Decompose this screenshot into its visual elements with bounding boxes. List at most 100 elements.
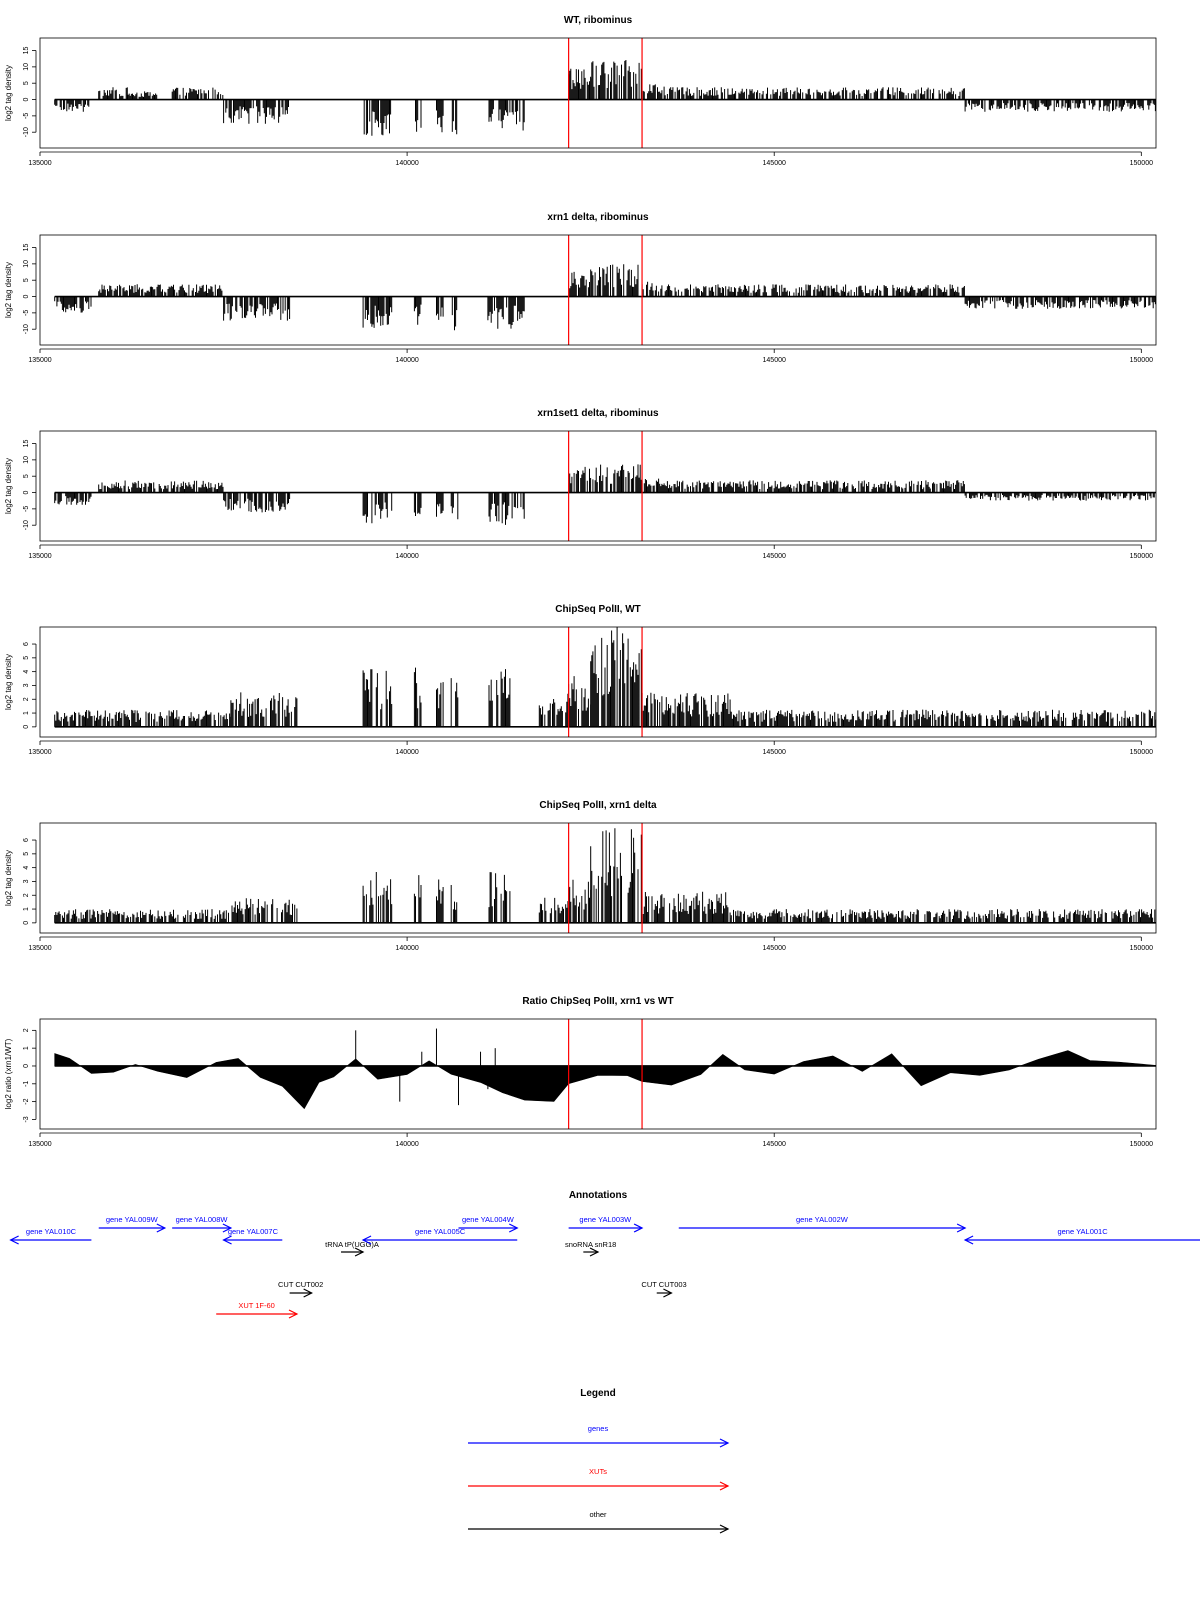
annotation-feature: gene YAL005C [361,1227,518,1245]
annotation-label: gene YAL005C [415,1227,466,1236]
x-tick-label: 140000 [395,945,418,952]
annotation-arrow-head [589,1247,600,1257]
annotation-feature: gene YAL001C [963,1227,1200,1245]
legend-arrow-head [719,1481,730,1491]
x-tick-label: 145000 [763,749,786,756]
x-tick-label: 135000 [28,749,51,756]
legend-item: genes [468,1424,730,1448]
legend-item: other [468,1510,730,1534]
plot-frame [39,37,1157,149]
annotation-arrow-head [222,1235,232,1245]
signal-bars [54,627,1156,727]
x-tick-label: 140000 [395,357,418,364]
plot-frame [39,822,1157,934]
annotation-arrow-head [361,1235,372,1245]
annotation-arrow-head [303,1288,313,1298]
x-tick-label: 150000 [1130,160,1153,167]
annotation-arrow-head [663,1288,673,1298]
y-axis-label: log2 tag density [4,654,13,710]
annotation-label: gene YAL001C [1057,1227,1108,1236]
legend-title: Legend [580,1388,616,1399]
annotation-arrow-head [354,1247,365,1257]
annotation-label: gene YAL008W [176,1215,229,1224]
x-tick-label: 140000 [395,1141,418,1148]
plot-area [54,60,1156,136]
y-tick-label: 0 [23,725,30,729]
x-tick-label: 135000 [28,357,51,364]
chart-panel: xrn1set1 delta, ribominus log2 tag densit… [4,408,1157,560]
ratio-area [54,1050,1156,1110]
y-tick-label: -2 [23,1098,30,1104]
plot-frame [39,430,1157,542]
y-tick-label: 4 [23,866,30,870]
y-tick-label: -5 [23,113,30,119]
y-tick-label: -3 [23,1116,30,1122]
y-tick-label: -10 [23,324,30,334]
plot-area [54,1028,1156,1110]
annotation-feature: snoRNA snR18 [565,1240,616,1257]
y-axis-label: log2 tag density [4,850,13,906]
y-tick-label: 2 [23,697,30,701]
y-tick-label: 6 [23,838,30,842]
x-tick-label: 135000 [28,160,51,167]
chart-title: WT, ribominus [564,15,633,26]
legend-label: genes [588,1424,609,1433]
annotation-arrow-head [956,1223,967,1233]
annotation-arrow-head [222,1223,233,1233]
legend: Legend genes XUTs other [468,1388,730,1534]
y-tick-label: 2 [23,1028,30,1032]
legend-label: other [589,1510,607,1519]
annotation-label: gene YAL010C [26,1227,77,1236]
annotation-label: snoRNA snR18 [565,1240,616,1249]
y-tick-label: 1 [23,1046,30,1050]
signal-bars [54,464,1155,525]
y-tick-label: -5 [23,310,30,316]
signal-bars [54,60,1156,136]
annotation-label: XUT 1F-60 [238,1301,275,1310]
annotation-label: tRNA tP(UGG)A [325,1240,379,1249]
plot-area [54,264,1156,331]
annotation-label: gene YAL004W [462,1215,515,1224]
y-tick-label: -1 [23,1081,30,1087]
y-tick-label: 0 [23,490,30,494]
chart-panel: ChipSeq PolII, xrn1 delta log2 tag densit… [4,800,1157,952]
x-tick-label: 150000 [1130,357,1153,364]
signal-bars [54,264,1156,331]
annotation-label: gene YAL009W [106,1215,159,1224]
chart-panel: WT, ribominus log2 tag density -10 -5 0 5 10 15… [4,15,1157,167]
x-tick-label: 135000 [28,945,51,952]
annotation-label: gene YAL003W [579,1215,632,1224]
annotations-title: Annotations [569,1190,628,1201]
annotation-feature: gene YAL010C [9,1227,92,1245]
annotation-arrow-head [288,1309,299,1319]
plot-area [54,627,1156,728]
annotation-label: gene YAL007C [228,1227,279,1236]
y-tick-label: 2 [23,893,30,897]
x-tick-label: 135000 [28,1141,51,1148]
x-tick-label: 145000 [763,553,786,560]
annotation-feature: CUT CUT002 [278,1280,323,1298]
annotation-label: gene YAL002W [796,1215,849,1224]
y-tick-label: 0 [23,1064,30,1068]
x-tick-label: 145000 [763,1141,786,1148]
y-tick-label: 5 [23,474,30,478]
y-tick-label: 10 [23,260,30,268]
x-tick-label: 145000 [763,945,786,952]
y-tick-label: 10 [23,63,30,71]
legend-arrow-head [719,1438,730,1448]
chart-panel: Ratio ChipSeq PolII, xrn1 vs WT log2 rati… [4,996,1157,1148]
x-tick-label: 135000 [28,553,51,560]
y-tick-label: 15 [23,47,30,55]
x-tick-label: 150000 [1130,553,1153,560]
annotation-feature: gene YAL002W [678,1215,967,1233]
annotation-arrow-head [9,1235,19,1245]
y-tick-label: 0 [23,294,30,298]
x-tick-label: 140000 [395,553,418,560]
y-axis-label: log2 tag density [4,65,13,121]
annotation-feature: gene YAL009W [98,1215,167,1233]
chart-panel: xrn1 delta, ribominus log2 tag density -10… [4,212,1157,364]
chart-panel: ChipSeq PolII, WT log2 tag density 0 1 2 3 4 5 6… [4,604,1157,756]
x-tick-label: 140000 [395,160,418,167]
